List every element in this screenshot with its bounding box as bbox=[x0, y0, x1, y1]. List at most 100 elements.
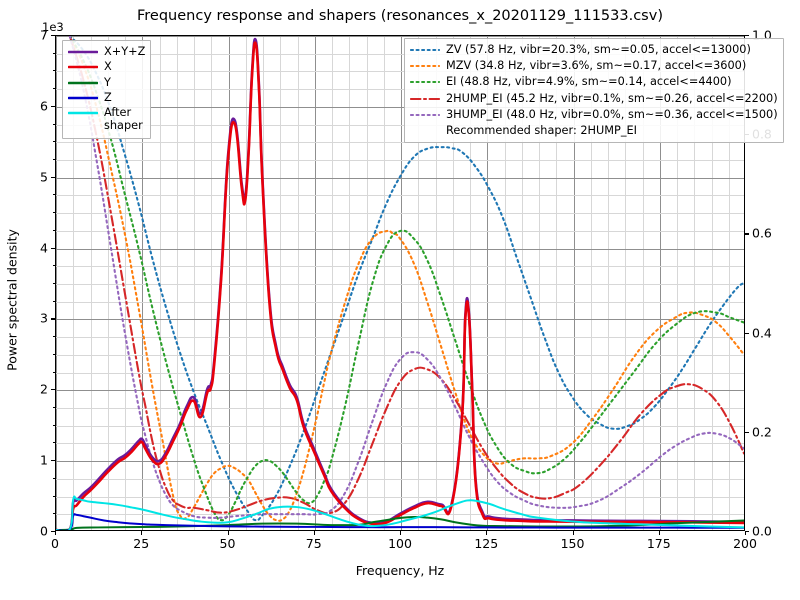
gridline-vertical bbox=[418, 36, 420, 530]
legend-swatch-icon bbox=[410, 60, 440, 72]
y-axis-left-tick-label: 3 bbox=[40, 310, 48, 326]
x-axis-tickmark bbox=[658, 531, 660, 535]
y-axis-left-tick-label: 6 bbox=[40, 98, 48, 114]
gridline-horizontal bbox=[56, 319, 744, 321]
gridline-horizontal bbox=[56, 284, 744, 285]
y-axis-left-minor-tickmark bbox=[52, 194, 55, 196]
gridline-vertical bbox=[297, 36, 299, 530]
gridline-vertical bbox=[90, 36, 92, 530]
data-curves bbox=[56, 36, 744, 530]
legend-shapers[interactable]: ZV (57.8 Hz, vibr=20.3%, sm~=0.05, accel… bbox=[404, 38, 784, 144]
y-axis-left-minor-tickmark bbox=[52, 442, 55, 444]
legend-label: 2HUMP_EI (45.2 Hz, vibr=0.1%, sm~=0.26, … bbox=[446, 91, 778, 105]
y-axis-left-minor-tickmark bbox=[52, 424, 55, 426]
y-axis-left-minor-tickmark bbox=[52, 513, 55, 515]
legend-label: After shaper bbox=[104, 106, 143, 133]
gridline-horizontal bbox=[56, 496, 744, 498]
legend-swatch-icon bbox=[410, 109, 440, 121]
y-axis-right-tickmark bbox=[745, 233, 749, 235]
gridline-horizontal bbox=[56, 266, 744, 268]
y-axis-left-minor-tickmark bbox=[52, 229, 55, 231]
y-axis-left-tick-label: 4 bbox=[40, 240, 48, 256]
gridline-vertical bbox=[590, 36, 592, 530]
y-axis-right-tickmark bbox=[745, 431, 749, 433]
y-axis-left-minor-tickmark bbox=[52, 123, 55, 125]
gridline-horizontal bbox=[56, 71, 744, 73]
y-axis-left-minor-tickmark bbox=[52, 265, 55, 267]
y-axis-right-tickmark bbox=[745, 531, 749, 533]
y-axis-left-tickmark bbox=[51, 35, 55, 37]
psd-curve-after-shaper bbox=[56, 495, 744, 530]
gridline-vertical bbox=[539, 36, 540, 530]
gridline-vertical bbox=[159, 36, 161, 530]
legend-swatch-icon bbox=[410, 44, 440, 56]
x-axis-tick-label: 125 bbox=[474, 536, 499, 551]
gridline-vertical bbox=[659, 36, 661, 530]
legend-label: EI (48.8 Hz, vibr=4.9%, sm~=0.14, accel<… bbox=[446, 75, 732, 89]
legend-item-3hump_ei[interactable]: 3HUMP_EI (48.0 Hz, vibr=0.0%, sm~=0.36, … bbox=[410, 107, 778, 123]
legend-swatch-icon bbox=[68, 77, 98, 89]
gridline-vertical bbox=[332, 36, 333, 530]
gridline-vertical bbox=[245, 36, 247, 530]
y-axis-exponent-label: 1e3 bbox=[42, 20, 64, 34]
y-axis-left-tick-label: 1 bbox=[40, 452, 48, 468]
legend-item-x-y-z[interactable]: X+Y+Z bbox=[68, 44, 145, 60]
legend-swatch-icon bbox=[68, 46, 98, 58]
gridline-vertical bbox=[56, 36, 57, 530]
psd-curve-x bbox=[56, 41, 744, 530]
gridline-vertical bbox=[194, 36, 195, 530]
legend-item-zv[interactable]: ZV (57.8 Hz, vibr=20.3%, sm~=0.05, accel… bbox=[410, 42, 778, 58]
x-axis-tickmark bbox=[745, 531, 747, 535]
legend-item-ei[interactable]: EI (48.8 Hz, vibr=4.9%, sm~=0.14, accel<… bbox=[410, 74, 778, 90]
y-axis-right-tick-label: 0.2 bbox=[752, 424, 772, 440]
legend-item-after-shaper[interactable]: After shaper bbox=[68, 106, 145, 135]
y-axis-left-minor-tickmark bbox=[52, 371, 55, 373]
legend-item-mzv[interactable]: MZV (34.8 Hz, vibr=3.6%, sm~=0.17, accel… bbox=[410, 58, 778, 74]
y-axis-left-minor-tickmark bbox=[52, 336, 55, 338]
gridline-horizontal bbox=[56, 390, 744, 392]
y-axis-left-minor-tickmark bbox=[52, 300, 55, 302]
gridline-vertical bbox=[677, 36, 678, 530]
y-axis-left-tick-label: 7 bbox=[40, 27, 48, 43]
legend-item-y[interactable]: Y bbox=[68, 75, 145, 91]
y-axis-left-minor-tickmark bbox=[52, 283, 55, 284]
gridline-horizontal bbox=[56, 89, 744, 91]
gridline-vertical bbox=[401, 36, 402, 530]
gridline-horizontal bbox=[56, 478, 744, 480]
gridline-vertical bbox=[625, 36, 627, 530]
x-axis-tick-label: 75 bbox=[305, 536, 322, 551]
gridline-vertical bbox=[228, 36, 230, 530]
y-axis-left-minor-tickmark bbox=[52, 212, 55, 214]
gridline-horizontal bbox=[56, 160, 744, 161]
chart-title: Frequency response and shapers (resonanc… bbox=[137, 8, 663, 24]
gridline-vertical bbox=[728, 36, 730, 530]
y-axis-right-tick-label: 0.6 bbox=[752, 225, 772, 241]
x-axis-tickmark bbox=[572, 531, 574, 535]
gridline-vertical bbox=[142, 36, 144, 530]
legend-swatch-icon bbox=[68, 92, 98, 104]
legend-item-x[interactable]: X bbox=[68, 60, 145, 76]
legend-psd[interactable]: X+Y+Z X Y Z After shaper bbox=[62, 40, 152, 139]
y-axis-left-tick-label: 2 bbox=[40, 381, 48, 397]
legend-label: Z bbox=[104, 91, 112, 105]
legend-item-z[interactable]: Z bbox=[68, 91, 145, 107]
gridline-horizontal bbox=[56, 461, 744, 463]
psd-curve-z bbox=[56, 513, 744, 530]
gridline-vertical bbox=[452, 36, 454, 530]
x-axis-tick-label: 100 bbox=[388, 536, 412, 551]
y-axis-left-minor-tickmark bbox=[52, 52, 55, 54]
y-axis-left-minor-tickmark bbox=[52, 407, 55, 408]
gridline-horizontal bbox=[56, 301, 744, 303]
gridline-horizontal bbox=[56, 248, 744, 250]
gridline-vertical bbox=[521, 36, 523, 530]
gridline-vertical bbox=[711, 36, 713, 530]
legend-swatch-icon bbox=[68, 61, 98, 73]
legend-swatch-icon bbox=[68, 107, 98, 119]
gridline-horizontal bbox=[56, 142, 744, 144]
y-axis-right-tickmark bbox=[745, 332, 749, 334]
legend-label: X bbox=[104, 60, 112, 74]
legend-item-2hump_ei[interactable]: 2HUMP_EI (45.2 Hz, vibr=0.1%, sm~=0.26, … bbox=[410, 91, 778, 107]
shaper-curve-2hump_ei bbox=[68, 36, 744, 515]
y-axis-left-minor-tickmark bbox=[52, 353, 55, 355]
